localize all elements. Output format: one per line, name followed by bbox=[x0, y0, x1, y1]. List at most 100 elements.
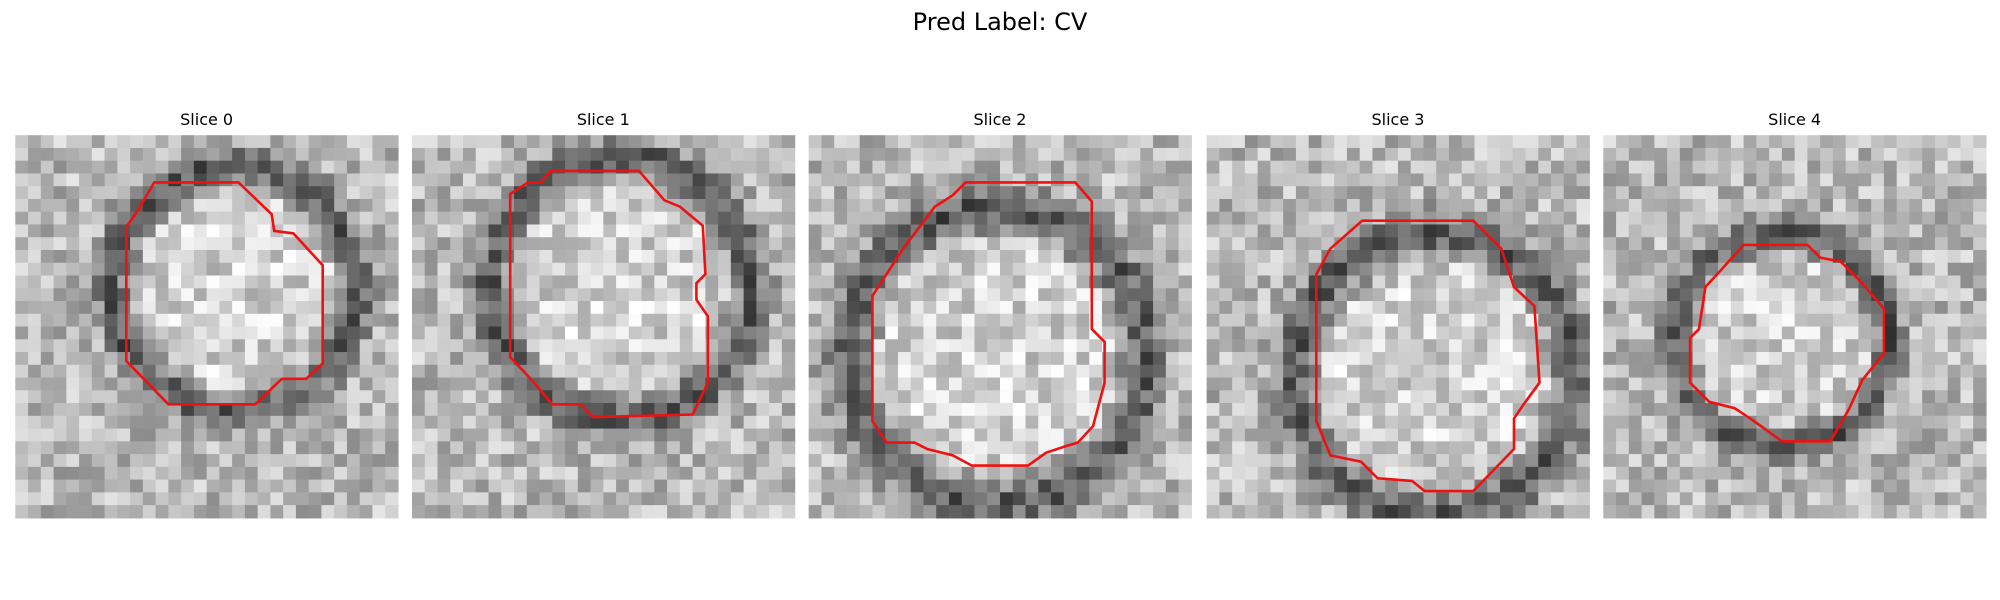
pixel bbox=[577, 147, 592, 162]
pixel bbox=[104, 352, 118, 366]
pixel bbox=[679, 135, 694, 149]
pixel bbox=[53, 479, 67, 493]
pixel bbox=[769, 390, 783, 404]
pixel bbox=[142, 505, 157, 519]
pixel bbox=[539, 147, 553, 162]
pixel bbox=[1025, 224, 1039, 238]
pixel bbox=[385, 339, 399, 353]
pixel bbox=[1858, 428, 1872, 442]
pixel bbox=[756, 288, 770, 302]
pixel bbox=[181, 198, 195, 213]
pixel bbox=[1883, 428, 1898, 442]
pixel bbox=[590, 301, 604, 315]
pixel bbox=[1012, 173, 1027, 187]
pixel bbox=[1512, 428, 1527, 442]
pixel bbox=[1845, 173, 1860, 187]
pixel bbox=[1385, 339, 1399, 353]
pixel bbox=[769, 339, 783, 353]
pixel bbox=[974, 147, 988, 162]
pixel bbox=[450, 301, 464, 315]
pixel bbox=[1000, 441, 1014, 455]
pixel bbox=[1487, 352, 1501, 366]
pixel bbox=[692, 326, 706, 340]
pixel bbox=[1102, 275, 1116, 289]
pixel bbox=[1012, 262, 1027, 277]
pixel bbox=[1883, 135, 1898, 149]
pixel bbox=[142, 147, 157, 162]
pixel bbox=[321, 173, 335, 187]
pixel bbox=[1769, 441, 1783, 455]
pixel bbox=[514, 415, 528, 430]
pixel bbox=[1372, 301, 1386, 315]
pixel bbox=[53, 377, 67, 391]
pixel bbox=[437, 377, 451, 391]
pixel bbox=[1474, 262, 1488, 277]
pixel bbox=[1616, 135, 1630, 149]
pixel bbox=[1551, 186, 1565, 200]
pixel bbox=[1705, 262, 1719, 277]
pixel bbox=[372, 428, 386, 442]
pixel bbox=[385, 173, 399, 187]
pixel bbox=[781, 415, 796, 430]
pixel bbox=[756, 198, 770, 213]
pixel bbox=[1308, 441, 1323, 455]
pixel bbox=[424, 454, 439, 468]
pixel bbox=[1845, 135, 1860, 149]
pixel bbox=[308, 275, 323, 289]
pixel bbox=[628, 275, 643, 289]
pixel bbox=[718, 377, 732, 391]
pixel bbox=[346, 160, 361, 175]
pixel bbox=[91, 237, 106, 251]
pixel bbox=[1616, 211, 1630, 226]
pixel bbox=[526, 326, 541, 340]
pixel bbox=[79, 275, 93, 289]
pixel bbox=[1283, 492, 1297, 506]
pixel bbox=[1038, 339, 1052, 353]
pixel bbox=[463, 224, 477, 238]
pixel bbox=[1820, 492, 1834, 506]
pixel bbox=[346, 275, 361, 289]
pixel bbox=[1063, 237, 1078, 251]
pixel bbox=[1538, 313, 1552, 328]
pixel bbox=[91, 479, 106, 493]
pixel bbox=[1718, 364, 1732, 379]
pixel bbox=[821, 492, 835, 506]
pixel bbox=[181, 352, 195, 366]
pixel bbox=[1896, 147, 1911, 162]
pixel bbox=[821, 505, 835, 519]
pixel bbox=[590, 466, 604, 481]
pixel bbox=[346, 492, 361, 506]
pixel bbox=[1500, 160, 1514, 175]
pixel bbox=[552, 492, 566, 506]
pixel bbox=[846, 415, 861, 430]
pixel bbox=[1025, 441, 1039, 455]
pixel bbox=[15, 275, 29, 289]
pixel bbox=[1641, 275, 1655, 289]
pixel bbox=[872, 492, 886, 506]
pixel bbox=[654, 173, 668, 187]
pixel bbox=[1359, 186, 1374, 200]
pixel bbox=[1641, 505, 1655, 519]
pixel bbox=[450, 147, 464, 162]
pixel bbox=[565, 173, 579, 187]
pixel bbox=[15, 288, 29, 302]
pixel bbox=[321, 224, 335, 238]
pixel bbox=[1397, 301, 1412, 315]
pixel bbox=[1257, 339, 1272, 353]
pixel bbox=[923, 211, 937, 226]
pixel bbox=[1206, 364, 1220, 379]
pixel bbox=[1063, 198, 1078, 213]
pixel bbox=[1000, 377, 1014, 391]
pixel bbox=[1140, 288, 1154, 302]
pixel bbox=[1372, 198, 1386, 213]
pixel bbox=[66, 339, 80, 353]
pixel bbox=[104, 390, 118, 404]
pixel bbox=[206, 428, 220, 442]
pixel bbox=[1257, 466, 1272, 481]
pixel bbox=[846, 339, 861, 353]
pixel bbox=[679, 466, 694, 481]
pixel bbox=[1025, 352, 1039, 366]
pixel bbox=[270, 288, 284, 302]
pixel bbox=[1076, 275, 1090, 289]
pixel bbox=[1372, 415, 1386, 430]
